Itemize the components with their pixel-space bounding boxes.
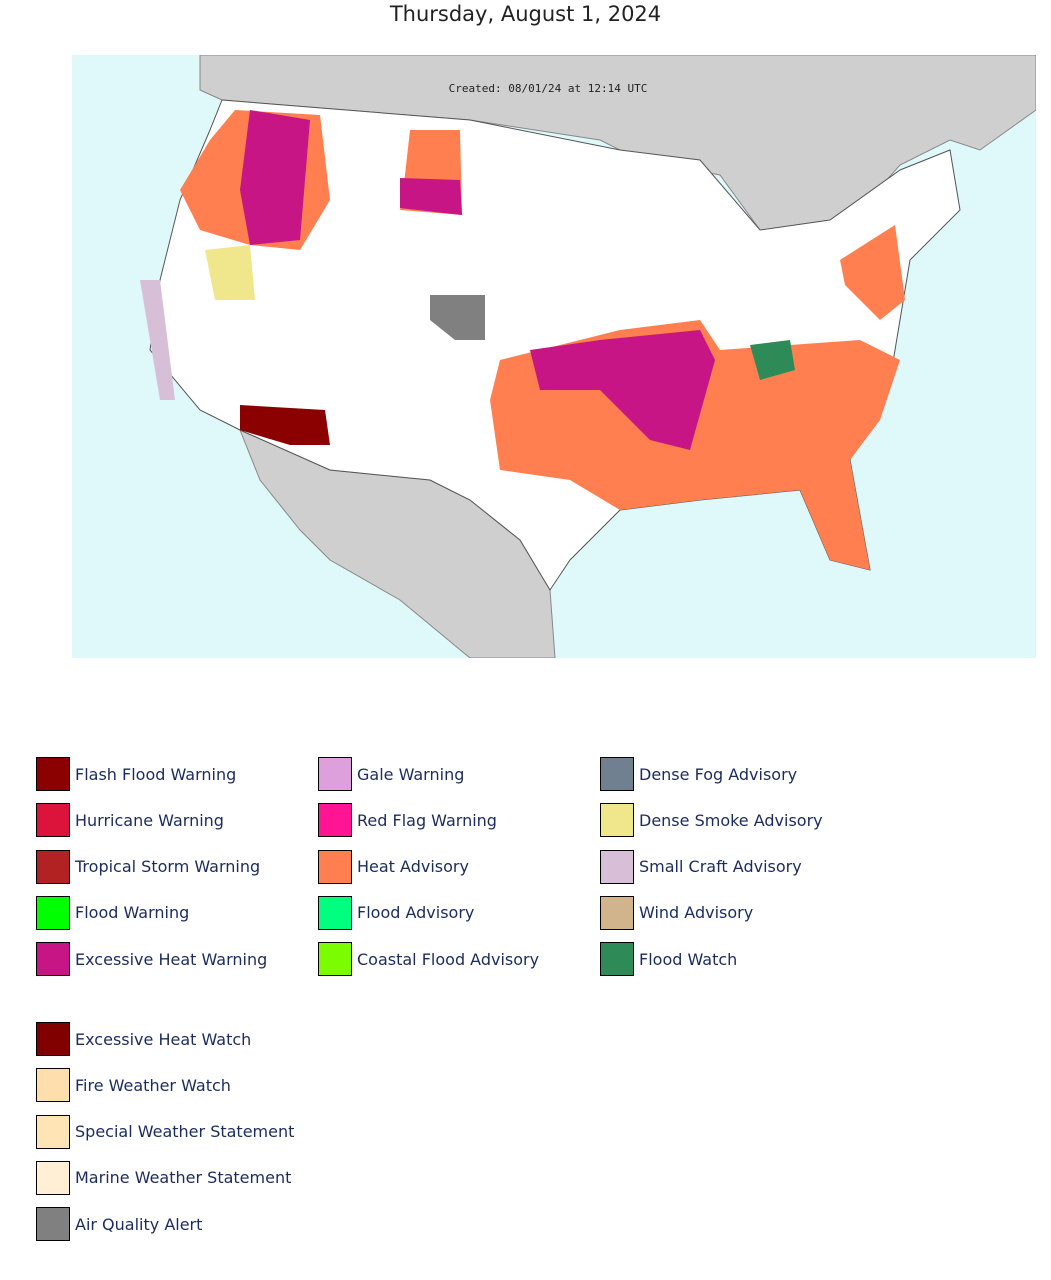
- legend-label: Special Weather Statement: [75, 1122, 295, 1142]
- legend-swatch: [318, 757, 352, 791]
- legend-label: Dense Smoke Advisory: [639, 810, 823, 830]
- legend-swatch: [36, 803, 70, 838]
- created-label: Created: 08/01/24 at 12:14 UTC: [449, 82, 648, 95]
- legend-item: Air Quality Alert: [36, 1207, 203, 1242]
- legend-item: Excessive Heat Watch: [36, 1022, 251, 1056]
- heat-area: [840, 225, 905, 320]
- legend-item: Marine Weather Statement: [36, 1160, 292, 1195]
- legend-item: Flood Watch: [600, 942, 738, 977]
- legend-item: Red Flag Warning: [318, 803, 497, 838]
- legend-label: Wind Advisory: [639, 903, 754, 923]
- legend-label: Flood Warning: [75, 903, 190, 923]
- legend-label: Tropical Storm Warning: [75, 857, 261, 877]
- legend-label: Hurricane Warning: [75, 810, 224, 830]
- legend-swatch: [600, 803, 634, 838]
- legend-label: Small Craft Advisory: [639, 857, 802, 877]
- legend-item: Gale Warning: [318, 757, 464, 791]
- legend-item: Flood Advisory: [318, 895, 475, 930]
- legend-swatch: [36, 895, 70, 930]
- legend-swatch: [36, 1022, 70, 1056]
- legend-label: Excessive Heat Watch: [75, 1029, 252, 1049]
- legend-label: Coastal Flood Advisory: [357, 949, 540, 969]
- legend-item: Flash Flood Warning: [36, 757, 236, 791]
- legend-item: Excessive Heat Warning: [36, 942, 268, 977]
- legend-swatch: [318, 942, 352, 977]
- legend-swatch: [36, 849, 70, 884]
- legend-swatch: [318, 895, 352, 930]
- alert-map: Created: 08/01/24 at 12:14 UTC: [72, 55, 1036, 658]
- page-title: Thursday, August 1, 2024: [389, 2, 662, 26]
- legend-swatch: [600, 849, 634, 884]
- small-craft-area: [140, 280, 175, 400]
- legend-label: Heat Advisory: [357, 857, 469, 877]
- legend-item: Heat Advisory: [318, 849, 469, 884]
- legend-label: Marine Weather Statement: [75, 1168, 292, 1188]
- smoke-area: [205, 245, 255, 300]
- legend-item: Dense Fog Advisory: [600, 757, 797, 791]
- flood-watch-area: [750, 340, 795, 380]
- legend-item: Wind Advisory: [600, 895, 754, 930]
- flash-flood-area: [240, 405, 330, 445]
- legend-swatch: [36, 1207, 70, 1242]
- legend-item: Tropical Storm Warning: [36, 849, 261, 884]
- excessive-heat-area: [530, 330, 715, 450]
- legend-swatch: [36, 757, 70, 791]
- excessive-heat-area: [240, 110, 310, 245]
- legend-label: Dense Fog Advisory: [639, 764, 798, 784]
- excessive-heat-area: [400, 178, 462, 215]
- legend-label: Air Quality Alert: [75, 1214, 203, 1234]
- legend-item: Flood Warning: [36, 895, 190, 930]
- legend-swatch: [36, 1160, 70, 1195]
- legend-label: Flash Flood Warning: [75, 764, 237, 784]
- legend-label: Excessive Heat Warning: [75, 949, 268, 969]
- legend-swatch: [36, 1068, 70, 1103]
- legend-label: Flood Advisory: [357, 903, 475, 923]
- legend-label: Gale Warning: [357, 764, 465, 784]
- legend-item: Hurricane Warning: [36, 803, 224, 838]
- legend-swatch: [600, 942, 634, 977]
- legend-swatch: [318, 849, 352, 884]
- legend-label: Fire Weather Watch: [75, 1075, 231, 1095]
- legend-swatch: [318, 803, 352, 838]
- air-quality-area: [430, 295, 485, 340]
- legend-label: Flood Watch: [639, 949, 738, 969]
- legend-swatch: [36, 942, 70, 977]
- legend-item: Small Craft Advisory: [600, 849, 802, 884]
- legend-item: Dense Smoke Advisory: [600, 803, 823, 838]
- legend-item: Special Weather Statement: [36, 1114, 295, 1149]
- legend-swatch: [600, 757, 634, 791]
- legend-item: Fire Weather Watch: [36, 1068, 231, 1103]
- legend-item: Coastal Flood Advisory: [318, 942, 540, 977]
- legend-swatch: [36, 1114, 70, 1149]
- legend-swatch: [600, 895, 634, 930]
- legend-label: Red Flag Warning: [357, 810, 497, 830]
